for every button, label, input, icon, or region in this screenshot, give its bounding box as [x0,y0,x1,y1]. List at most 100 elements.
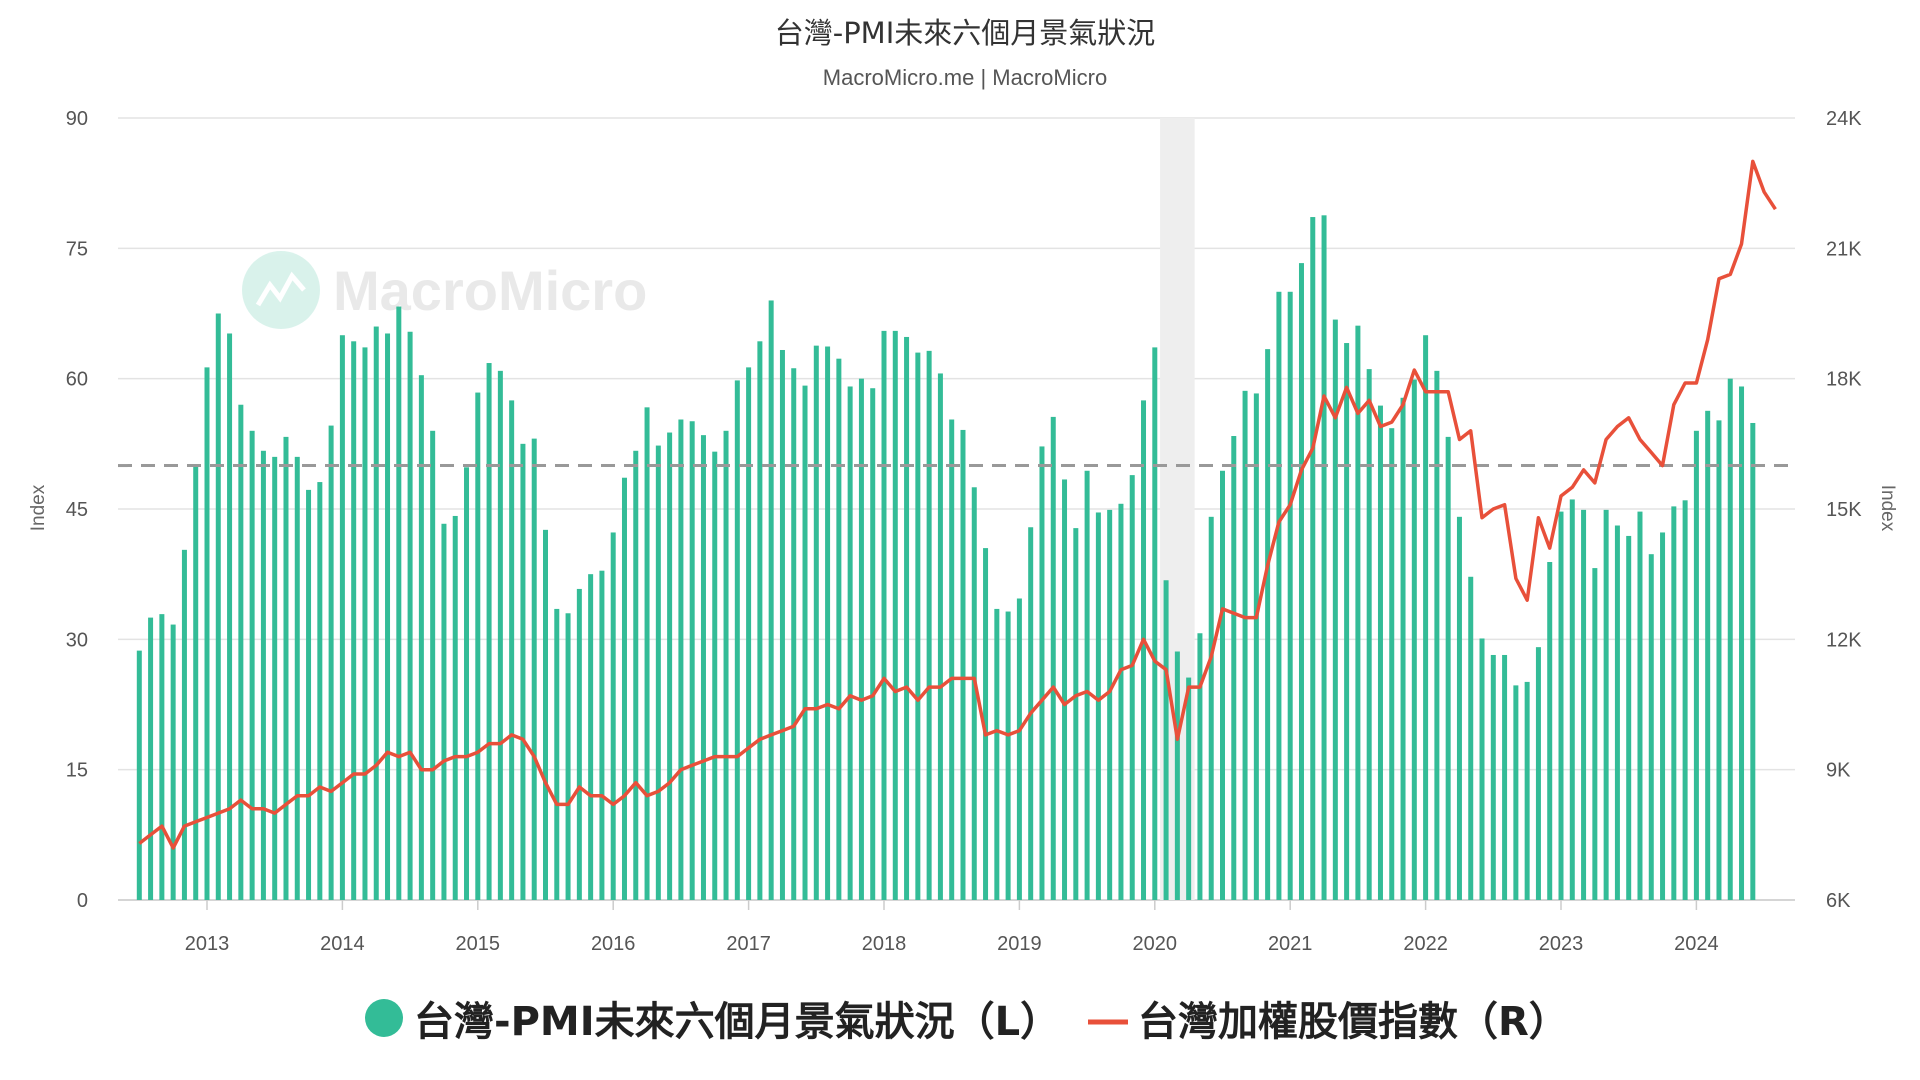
right-tick-label: 12K [1826,629,1862,651]
legend-item-pmi[interactable]: 台灣-PMI未來六個月景氣狀況（L） [365,999,1060,1045]
legend-bar-marker [365,999,403,1037]
pmi-bar [768,300,774,900]
pmi-bar [317,482,323,900]
pmi-bar [1671,506,1677,900]
pmi-bar [1513,685,1519,900]
pmi-bar [1016,598,1022,900]
pmi-bar [531,438,537,900]
pmi-bar [1344,343,1350,900]
pmi-bar [599,570,605,900]
pmi-bar [193,464,199,900]
pmi-bar [1310,217,1316,900]
pmi-bar [339,335,345,900]
pmi-bar [870,388,876,900]
right-axis-label: Index [1877,485,1898,532]
pmi-bar [1468,576,1474,900]
x-tick-label: 2016 [591,933,636,955]
pmi-bar [520,443,526,900]
right-tick-label: 24K [1826,108,1862,130]
x-axis-ticks: 2013 2014 2015 2016 2017 2018 2019 2020 2021 2022… [185,900,1719,955]
pmi-bar [926,350,932,901]
pmi-bar [407,331,413,900]
pmi-bar [396,306,402,900]
pmi-bar [1231,436,1237,900]
legend-item-taiex[interactable]: 台灣加權股價指數（R） [1088,999,1569,1045]
pmi-bar [1682,500,1688,900]
pmi-bar [1377,405,1383,900]
pmi-bar [1693,430,1699,900]
pmi-bar [644,407,650,900]
x-tick-label: 2023 [1539,933,1584,955]
pmi-bar [667,432,673,900]
pmi-bar [497,370,503,900]
pmi-bar [1265,349,1271,900]
pmi-bar [915,352,921,901]
pmi-bar [1095,512,1101,900]
pmi-bar [712,451,718,900]
pmi-bar [757,341,763,900]
taiex-series-line [138,159,1777,850]
pmi-bar [452,515,458,900]
pmi-bar [1637,511,1643,900]
right-tick-label: 21K [1826,238,1862,260]
x-tick-label: 2024 [1674,933,1719,955]
left-tick-label: 0 [77,890,88,912]
pmi-bar [1366,369,1372,900]
left-tick-label: 90 [66,108,88,130]
pmi-bar [1411,379,1417,901]
pmi-bar [983,548,989,900]
pmi-bar [486,363,492,900]
pmi-bar [892,330,898,900]
pmi-bar [475,392,481,900]
pmi-bar [1073,528,1079,900]
pmi-bar [148,617,154,900]
pmi-bar [1298,263,1304,900]
x-tick-label: 2019 [997,933,1042,955]
pmi-bar [1163,580,1169,900]
right-tick-label: 9K [1826,760,1851,782]
x-tick-label: 2020 [1133,933,1178,955]
x-tick-label: 2017 [726,933,771,955]
pmi-bar [1174,651,1180,900]
pmi-bar [1005,611,1011,900]
chart-title: 台灣-PMI未來六個月景氣狀況 [775,16,1156,50]
x-tick-label: 2015 [456,933,501,955]
pmi-bar [1332,319,1338,900]
pmi-bar [136,650,142,900]
x-tick-label: 2013 [185,933,230,955]
pmi-bar [272,456,278,900]
pmi-bar [700,435,706,900]
pmi-bar [306,489,312,900]
legend-label-taiex: 台灣加權股價指數（R） [1138,999,1569,1045]
left-tick-label: 30 [66,629,88,651]
pmi-bar [1062,479,1068,900]
pmi-bar [170,624,176,900]
pmi-bar [779,349,785,900]
chart-subtitle: MacroMicro.me | MacroMicro [823,65,1107,90]
left-tick-label: 15 [66,760,88,782]
pmi-bar [610,532,616,900]
pmi-bar [1050,416,1056,900]
pmi-bar [543,529,548,900]
pmi-bar [1479,638,1485,900]
pmi-bar [215,313,221,900]
left-tick-label: 45 [66,499,88,521]
legend: 台灣-PMI未來六個月景氣狀況（L） 台灣加權股價指數（R） [365,999,1569,1045]
pmi-bar [621,477,627,900]
pmi-bar [1321,215,1327,900]
pmi-bar [858,378,864,901]
right-tick-label: 15K [1826,499,1862,521]
pmi-bar [1660,532,1666,900]
x-tick-label: 2022 [1403,933,1448,955]
pmi-bar [1186,677,1192,900]
pmi-bar [791,368,797,900]
pmi-bar [1603,509,1609,900]
x-tick-label: 2018 [862,933,907,955]
left-axis-ticks: 0 15 30 45 60 75 90 [66,108,88,912]
pmi-bar [283,436,289,900]
pmi-bar [994,608,1000,900]
pmi-bar [1750,422,1756,900]
pmi-bar [1242,390,1248,900]
pmi-bar [1490,654,1496,900]
pmi-bar [294,456,300,900]
